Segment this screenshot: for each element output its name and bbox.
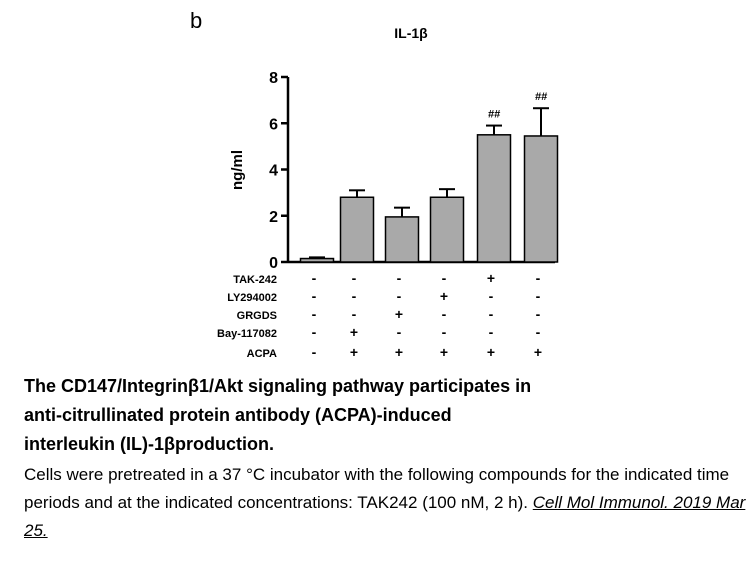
caption-title-line: anti-citrullinated protein antibody (ACP… [24,405,452,425]
y-tick-label: 2 [269,209,278,226]
condition-mark: - [312,288,317,304]
condition-table: TAK-242 - - - - + - LY294002 - - - + - - GRGDS - - + - - - Ba… [217,270,542,360]
caption-title-line: interleukin (IL)-1βproduction. [24,434,274,454]
condition-mark: + [440,288,448,304]
condition-mark: - [397,270,402,286]
error-bars [309,107,549,259]
significance-annotations: ## ## [488,91,548,120]
condition-mark: - [397,288,402,304]
condition-mark: - [442,270,447,286]
condition-mark: - [397,324,402,340]
condition-mark: + [487,344,495,360]
condition-mark: - [536,270,541,286]
y-tick-label: 0 [269,255,278,272]
condition-mark: + [534,344,542,360]
bar [476,134,512,263]
condition-label: TAK-242 [233,274,277,286]
axes [286,77,555,264]
bar [299,257,335,263]
significance-mark: ## [535,91,548,103]
y-tick-label: 6 [269,116,278,133]
significance-mark: ## [488,109,501,121]
bar [339,196,375,263]
condition-label: Bay-117082 [217,328,277,340]
figure-caption: The CD147/Integrinβ1/Akt signaling pathw… [24,372,748,545]
chart-title: IL-1β [394,25,428,41]
bar [429,196,465,263]
condition-mark: - [536,288,541,304]
il1b-bar-chart-figure: b IL-1β ng/ml 0 2 4 6 8 ## ## TAK-242 - - - - + - LY… [190,8,559,360]
caption-title-line: The CD147/Integrinβ1/Akt signaling pathw… [24,376,532,396]
condition-mark: - [489,306,494,322]
condition-mark: + [350,324,358,340]
condition-mark: - [489,288,494,304]
condition-mark: - [352,306,357,322]
condition-mark: + [440,344,448,360]
condition-mark: + [487,270,495,286]
caption-body-text: Cells were pretreated in a 37 °C incubat… [24,465,730,512]
y-axis-label: ng/ml [229,150,246,190]
caption-body: Cells were pretreated in a 37 °C incubat… [24,461,748,545]
bars [299,134,559,263]
bar [384,216,420,263]
condition-mark: - [352,288,357,304]
condition-mark: + [395,344,403,360]
condition-mark: - [312,270,317,286]
condition-mark: - [352,270,357,286]
condition-mark: - [312,344,317,360]
condition-mark: - [489,324,494,340]
condition-mark: - [312,324,317,340]
condition-mark: - [442,306,447,322]
panel-letter: b [190,8,202,33]
condition-mark: + [350,344,358,360]
condition-label: LY294002 [227,292,277,304]
citation-link[interactable]: Cell Mol Immunol. 2019 Mar 25. [24,493,746,540]
bar [523,135,559,263]
caption-title: The CD147/Integrinβ1/Akt signaling pathw… [24,372,748,459]
condition-label: GRGDS [237,310,277,322]
y-tick-label: 4 [269,163,278,180]
condition-mark: - [536,306,541,322]
condition-mark: - [312,306,317,322]
y-ticks: 0 2 4 6 8 [269,70,288,272]
condition-mark: + [395,306,403,322]
condition-mark: - [442,324,447,340]
y-tick-label: 8 [269,70,278,87]
condition-label: ACPA [247,348,277,360]
condition-mark: - [536,324,541,340]
